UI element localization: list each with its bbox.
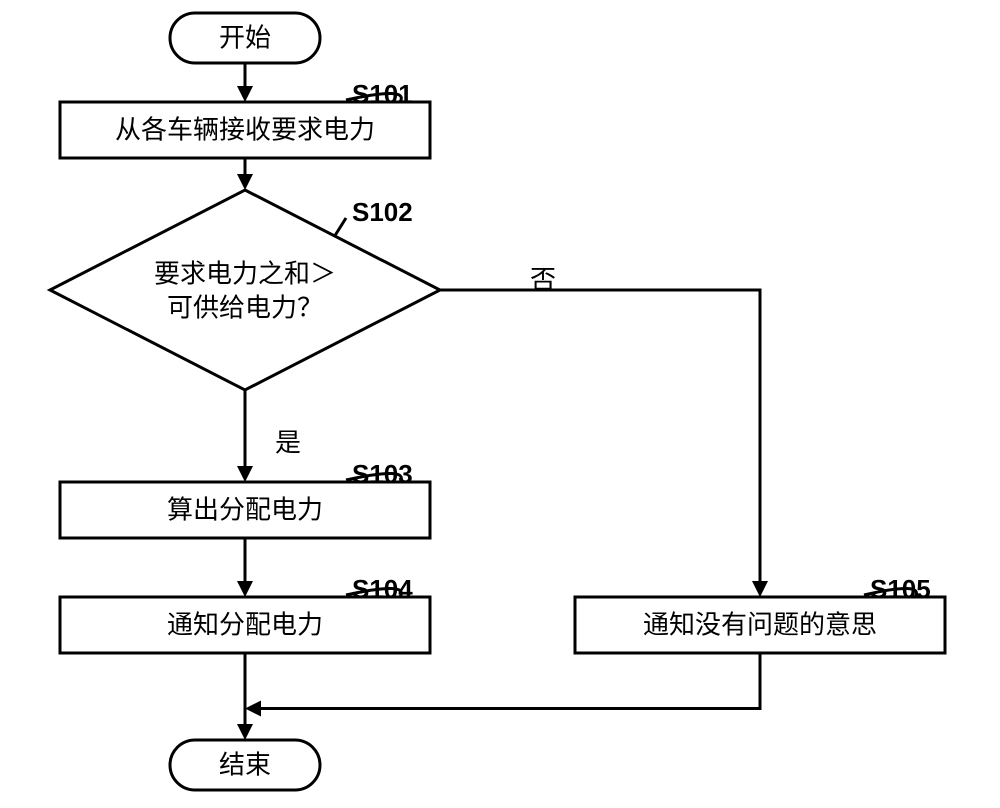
- arrowhead: [237, 724, 253, 740]
- edge-merge: [261, 653, 760, 709]
- flowchart-canvas: 开始从各车辆接收要求电力要求电力之和＞ 可供给电力？ 算出分配电力通知分配电力 通知没…: [0, 0, 1000, 808]
- terminator-label: 结束: [219, 751, 271, 780]
- process-label: 通知没有问题的意思: [643, 611, 877, 640]
- step-label-s101: S101: [352, 79, 413, 109]
- process-label: 算出分配电力: [167, 496, 323, 525]
- arrowhead: [237, 86, 253, 102]
- process-label: 通知分配电力: [167, 611, 323, 640]
- process-label: 从各车辆接收要求电力: [115, 116, 375, 145]
- step-label-s104: S104: [352, 574, 413, 604]
- arrowhead: [752, 581, 768, 597]
- branch-label-yes: 是: [275, 429, 301, 458]
- step-label-s103: S103: [352, 459, 413, 489]
- arrowhead: [237, 581, 253, 597]
- branch-label-no: 否: [530, 266, 556, 295]
- label-hook: [335, 218, 346, 236]
- decision-line2: 可供给电力？: [167, 294, 323, 323]
- edge-no: [440, 290, 760, 583]
- arrowhead: [245, 701, 261, 717]
- arrowhead: [237, 174, 253, 190]
- step-label-s105: S105: [870, 574, 931, 604]
- terminator-label: 开始: [219, 24, 271, 53]
- step-label-s102: S102: [352, 197, 413, 227]
- arrowhead: [237, 466, 253, 482]
- decision-line1: 要求电力之和＞: [154, 260, 336, 289]
